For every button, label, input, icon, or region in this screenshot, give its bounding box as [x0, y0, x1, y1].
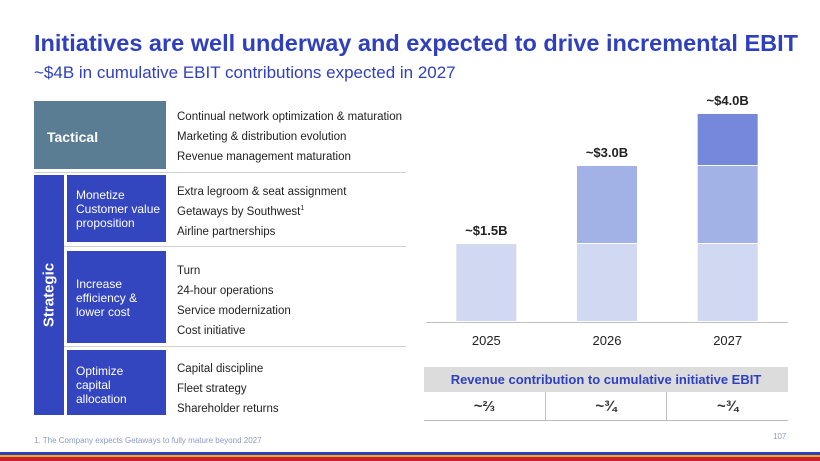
data-label-2026: ~$3.0B	[586, 145, 628, 160]
bar-segment-2027-3	[697, 114, 758, 165]
x-tick-label-2025: 2025	[472, 333, 501, 348]
tactical-items: Continual network optimization & maturat…	[177, 110, 402, 170]
list-item: Marketing & distribution evolution	[177, 131, 347, 143]
group-label-line: allocation	[76, 392, 127, 406]
list-item: Revenue management maturation	[177, 151, 351, 163]
strategic-bar	[34, 175, 64, 415]
group-label-line: Increase	[76, 277, 123, 291]
list-item: Cost initiative	[177, 325, 246, 337]
data-label-2027: ~$4.0B	[707, 93, 749, 108]
group-label-line: Customer value	[76, 202, 161, 216]
footer-stripe-blue	[0, 452, 820, 455]
list-item: 24-hour operations	[177, 285, 274, 297]
list-item: Service modernization	[177, 305, 291, 317]
tactical-label-box: Tactical	[34, 101, 166, 169]
x-tick-label-2026: 2026	[593, 333, 622, 348]
revenue-table-cell: ~¾	[546, 392, 668, 420]
data-label-2025: ~$1.5B	[465, 223, 507, 238]
strategic-group-monetize-items: Extra legroom & seat assignment Getaways…	[177, 185, 346, 245]
revenue-table-header: Revenue contribution to cumulative initi…	[424, 367, 788, 392]
list-item: Fleet strategy	[177, 383, 247, 395]
bar-segment-2027-1	[697, 244, 758, 321]
bar-segment-2025-1	[456, 244, 517, 321]
list-item-text: Getaways by Southwest	[177, 206, 301, 218]
group-label-line: capital	[76, 378, 111, 392]
group-label-line: Optimize	[76, 364, 124, 378]
divider	[34, 172, 406, 173]
footer-stripe-yellow	[0, 455, 820, 457]
x-tick-label-2027: 2027	[713, 333, 742, 348]
strategic-group-monetize: Monetize Customer value proposition	[67, 175, 166, 242]
list-item: Shareholder returns	[177, 403, 279, 415]
revenue-table-cell: ~⅔	[424, 392, 546, 420]
strategic-group-efficiency-items: Turn 24-hour operations Service moderniz…	[177, 264, 291, 344]
bar-segment-2026-1	[577, 244, 637, 321]
footer-stripe-red	[0, 457, 820, 461]
footnote: 1. The Company expects Getaways to fully…	[34, 436, 262, 445]
list-item: Extra legroom & seat assignment	[177, 186, 347, 198]
bar-segment-2027-2	[697, 166, 758, 243]
tactical-label: Tactical	[47, 129, 99, 145]
list-item: Airline partnerships	[177, 226, 276, 238]
list-item: Capital discipline	[177, 363, 264, 375]
list-item: Getaways by Southwest1	[177, 205, 346, 225]
page-number: 107	[773, 432, 787, 441]
slide-subtitle: ~$4B in cumulative EBIT contributions ex…	[34, 63, 456, 82]
list-item: Continual network optimization & maturat…	[177, 111, 403, 123]
group-label-line: proposition	[76, 216, 135, 230]
bar-segment-2026-2	[577, 166, 637, 243]
revenue-table-cell: ~¾	[717, 398, 739, 415]
footnote-ref: 1	[300, 205, 305, 213]
divider	[64, 346, 406, 347]
strategic-group-efficiency: Increase efficiency & lower cost	[67, 251, 166, 343]
group-label-line: lower cost	[76, 305, 131, 319]
divider	[64, 246, 406, 247]
strategic-group-capital-items: Capital discipline Fleet strategy Shareh…	[177, 362, 279, 422]
revenue-table-row: ~⅔ ~¾ ~¾	[424, 392, 788, 421]
strategic-group-capital: Optimize capital allocation	[67, 350, 166, 415]
slide-title: Initiatives are well underway and expect…	[34, 30, 799, 56]
list-item: Turn	[177, 265, 201, 277]
group-label-line: Monetize	[76, 188, 125, 202]
group-label-line: efficiency &	[76, 291, 138, 305]
